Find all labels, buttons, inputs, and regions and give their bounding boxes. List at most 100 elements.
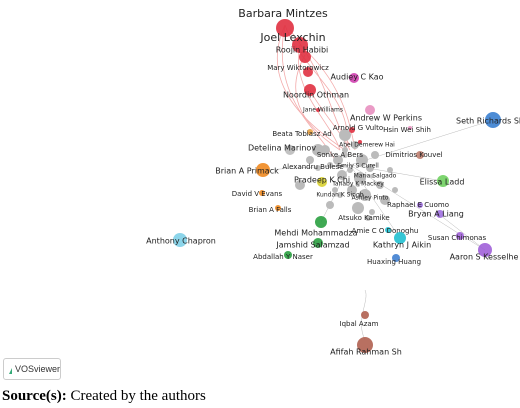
author-node	[304, 84, 316, 96]
cluster-node	[347, 185, 357, 195]
author-node	[456, 232, 464, 240]
author-node	[284, 251, 292, 259]
author-node	[370, 174, 374, 178]
cluster-node	[327, 162, 333, 168]
cluster-node	[369, 209, 375, 215]
author-label: Arnold G Vulto	[333, 124, 383, 132]
author-label: Jamshid Salamzad	[275, 241, 349, 250]
author-label: Alexandru Bulese	[282, 163, 343, 171]
author-node	[385, 227, 391, 233]
author-label: Aaron S Kesselhe	[450, 253, 519, 262]
logo-icon	[9, 368, 12, 374]
author-label: Anthony Chapron	[146, 237, 216, 246]
author-label: Beata Tobiasz Ad	[272, 130, 331, 138]
cluster-node	[376, 181, 384, 189]
author-node	[365, 105, 375, 115]
cluster-node	[356, 154, 368, 166]
author-node	[361, 311, 369, 319]
author-label: Ashley Pinto	[352, 195, 389, 202]
logo-text: VOSviewer	[14, 364, 60, 374]
cluster-node	[392, 187, 398, 193]
author-node	[313, 238, 323, 248]
author-node	[275, 205, 281, 211]
cluster-node	[295, 180, 305, 190]
author-node	[358, 163, 362, 167]
cluster-node	[339, 129, 351, 141]
author-label: Noordin Othman	[283, 91, 349, 100]
caption-prefix: Source(s):	[2, 388, 67, 404]
cluster-node	[337, 170, 347, 180]
author-label: Brian A Falls	[249, 206, 292, 214]
network: Barbara Mintzes Joel Lexchin Roojin Habibi…	[146, 7, 520, 357]
author-label: Jane Williams	[302, 107, 343, 114]
author-node	[342, 152, 348, 158]
author-node	[315, 216, 327, 228]
author-node	[485, 112, 501, 128]
author-label: Maria Salgado	[354, 173, 397, 180]
author-node	[365, 215, 371, 221]
cluster-node	[352, 202, 364, 214]
author-node	[394, 232, 406, 244]
author-label: Bryan A Liang	[408, 210, 464, 219]
author-node	[307, 129, 313, 135]
author-label: Mary Wiktorowicz	[267, 64, 329, 72]
author-label: Elissa Ladd	[420, 178, 465, 187]
author-node	[303, 67, 313, 77]
author-node	[392, 254, 400, 262]
author-label: Roojin Habibi	[276, 46, 329, 55]
author-label: Barbara Mintzes	[238, 7, 328, 20]
author-label: Audiey C Kao	[330, 73, 383, 82]
author-label: Kundan K Singh	[316, 192, 363, 199]
author-node	[356, 183, 360, 187]
author-node	[366, 196, 370, 200]
author-node	[357, 337, 373, 353]
author-node	[315, 165, 321, 171]
author-label: Tanaby K Mackey	[331, 181, 384, 188]
cluster-node	[351, 141, 359, 149]
author-node	[408, 126, 412, 130]
cluster-node	[387, 167, 393, 173]
author-node	[173, 233, 187, 247]
vosviewer-logo: VOSviewer	[3, 358, 61, 380]
author-label: Susan Chimonas	[428, 234, 487, 242]
author-label: Pradeep K Chi	[294, 176, 350, 185]
author-label: Amie C O Donoghu	[352, 227, 419, 235]
cluster-node	[354, 172, 366, 184]
author-node	[256, 163, 270, 177]
author-node	[276, 19, 294, 37]
caption-text: Created by the authors	[70, 388, 206, 404]
author-node	[299, 51, 311, 63]
cluster-node	[306, 156, 314, 164]
author-node	[437, 175, 449, 187]
author-label: Emily S Curell	[337, 163, 379, 170]
author-node	[317, 177, 327, 187]
author-label: Sonke A Bers	[317, 151, 363, 159]
cluster-node	[342, 147, 348, 153]
author-node	[478, 243, 492, 257]
author-node	[436, 210, 444, 218]
author-node	[292, 37, 308, 53]
author-node	[349, 73, 359, 83]
author-label: Iqbal Azam	[340, 320, 379, 328]
cluster-node	[312, 144, 324, 156]
cluster-node	[332, 187, 338, 193]
author-node	[337, 192, 343, 198]
cluster-node	[366, 164, 374, 172]
caption: Source(s): Created by the authors	[2, 388, 206, 405]
author-label: Kathryn J Aikin	[373, 241, 431, 250]
author-node	[349, 127, 355, 133]
cluster	[295, 129, 398, 215]
author-label: Joel Lexchin	[259, 31, 325, 44]
cluster-node	[371, 151, 379, 159]
author-label: Dimitrios Kouvel	[385, 151, 442, 159]
author-node	[316, 108, 320, 112]
cluster-node	[380, 195, 390, 205]
author-node	[259, 190, 265, 196]
author-node	[358, 140, 362, 144]
cluster-node	[347, 167, 353, 173]
author-label: Hsin Wei Shih	[383, 126, 431, 134]
author-label: Detelina Marinov	[248, 144, 316, 153]
author-node	[417, 202, 423, 208]
author-label: Mehdi Mohammadza	[274, 229, 357, 238]
